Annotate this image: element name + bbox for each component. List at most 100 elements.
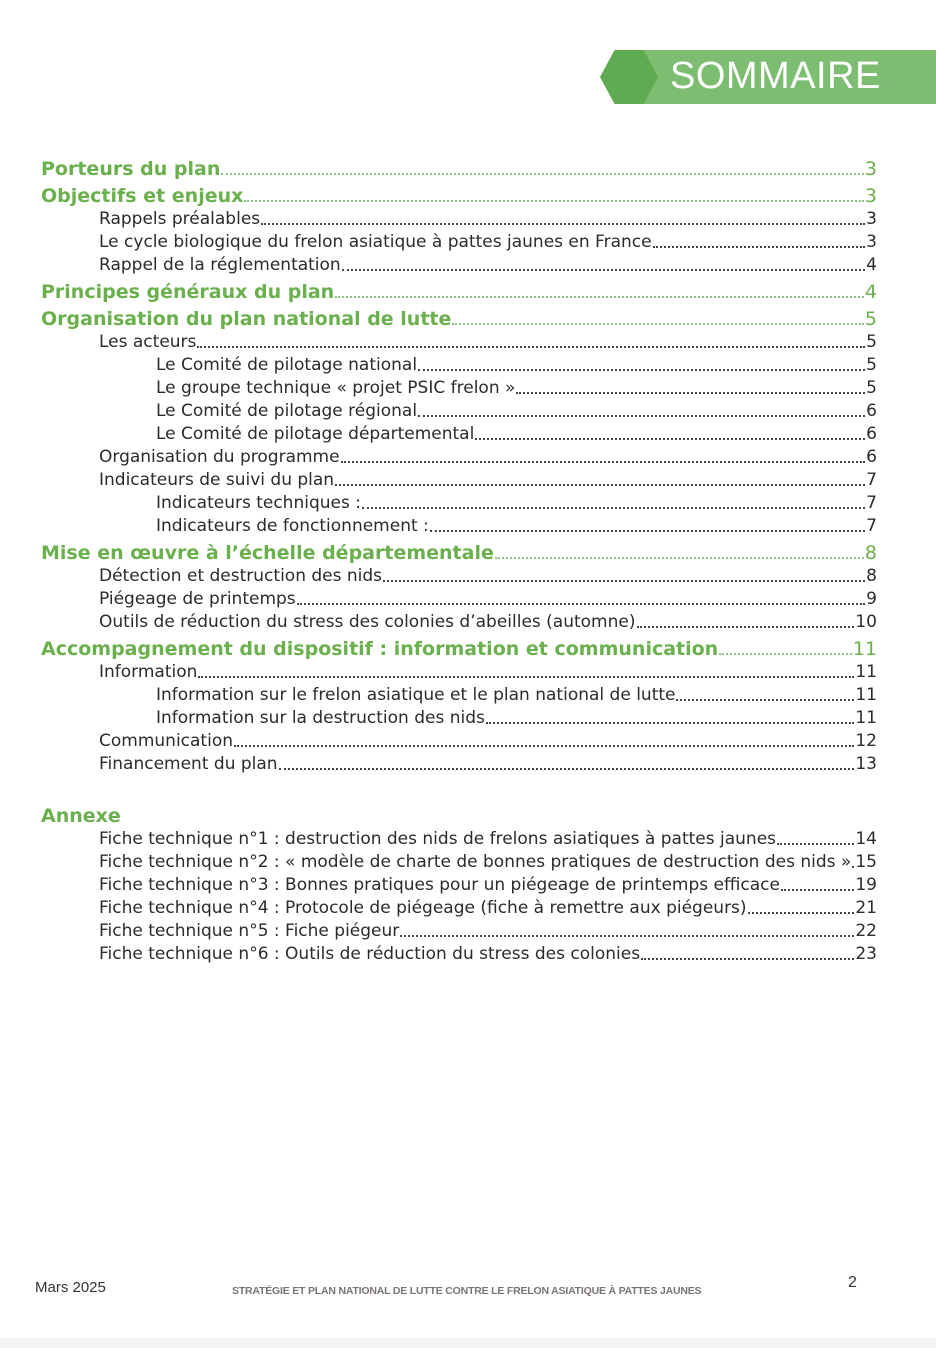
toc-entry[interactable]: Porteurs du plan 3 <box>0 152 936 179</box>
toc-entry[interactable]: Fiche technique n°2 : « modèle de charte… <box>0 849 936 872</box>
toc-entry-label: Indicateurs de suivi du plan <box>99 470 335 490</box>
toc-entry-page: 11 <box>855 708 877 728</box>
toc-entry-page: 5 <box>866 355 877 375</box>
toc-entry-page: 15 <box>855 852 877 872</box>
toc-entry[interactable]: Fiche technique n°3 : Bonnes pratiques p… <box>0 872 936 895</box>
toc-entry-label: Fiche technique n°4 : Protocole de piége… <box>99 898 747 918</box>
dot-leader <box>234 745 855 747</box>
toc-entry[interactable]: Indicateurs techniques : 7 <box>0 490 936 513</box>
dot-leader <box>516 392 866 394</box>
toc-annexe-heading: Annexe <box>0 799 936 826</box>
toc-entry[interactable]: Le Comité de pilotage national 5 <box>0 352 936 375</box>
dot-leader <box>244 200 864 202</box>
toc-entry[interactable]: Fiche technique n°6 : Outils de réductio… <box>0 941 936 964</box>
toc-entry-page: 7 <box>866 493 877 513</box>
toc-entry-label: Le Comité de pilotage régional <box>156 401 418 421</box>
toc-entry-label: Porteurs du plan <box>41 158 221 180</box>
toc-entry[interactable]: Indicateurs de suivi du plan 7 <box>0 467 936 490</box>
toc-entry-page: 3 <box>864 185 877 207</box>
dot-leader <box>485 722 855 724</box>
toc-entry-label: Rappels préalables <box>99 209 261 229</box>
toc-entry-page: 12 <box>855 731 877 751</box>
toc-entry-page: 5 <box>864 308 877 330</box>
toc-entry-label: Financement du plan <box>99 754 278 774</box>
toc-entry-label: Objectifs et enjeux <box>41 185 244 207</box>
toc-entry-label: Indicateurs techniques : <box>156 493 361 513</box>
dot-leader <box>296 603 866 605</box>
dot-leader <box>475 438 866 440</box>
toc-entry[interactable]: Principes généraux du plan 4 <box>0 275 936 302</box>
toc-entry-page: 11 <box>855 662 877 682</box>
toc-entry[interactable]: Les acteurs 5 <box>0 329 936 352</box>
toc-entry-label: Annexe <box>41 805 121 827</box>
toc-entry[interactable]: Objectifs et enjeux 3 <box>0 179 936 206</box>
toc-entry-page: 4 <box>864 281 877 303</box>
dot-leader <box>418 369 866 371</box>
dot-leader <box>641 958 855 960</box>
toc-entry-label: Information <box>99 662 198 682</box>
toc-entry[interactable]: Rappels préalables 3 <box>0 206 936 229</box>
toc-entry[interactable]: Financement du plan 13 <box>0 751 936 774</box>
toc-entry-label: Piégeage de printemps <box>99 589 296 609</box>
toc-entry[interactable]: Indicateurs de fonctionnement : 7 <box>0 513 936 536</box>
toc-entry-page: 9 <box>866 589 877 609</box>
toc-entry-label: Fiche technique n°3 : Bonnes pratiques p… <box>99 875 780 895</box>
toc-entry[interactable]: Fiche technique n°4 : Protocole de piége… <box>0 895 936 918</box>
toc-entry-page: 7 <box>866 470 877 490</box>
toc-entry-label: Le cycle biologique du frelon asiatique … <box>99 232 652 252</box>
dot-leader <box>452 323 864 325</box>
toc-entry[interactable]: Fiche technique n°1 : destruction des ni… <box>0 826 936 849</box>
toc-entry[interactable]: Rappel de la réglementation 4 <box>0 252 936 275</box>
toc-entry-page: 5 <box>866 378 877 398</box>
toc-entry[interactable]: Fiche technique n°5 : Fiche piégeur 22 <box>0 918 936 941</box>
toc-entry-label: Principes généraux du plan <box>41 281 335 303</box>
toc-entry[interactable]: Mise en œuvre à l’échelle départementale… <box>0 536 936 563</box>
toc-entry-page: 21 <box>855 898 877 918</box>
toc-entry[interactable]: Information 11 <box>0 659 936 682</box>
toc-entry-label: Détection et destruction des nids <box>99 566 383 586</box>
toc-entry-page: 3 <box>864 158 877 180</box>
toc-entry[interactable]: Communication 12 <box>0 728 936 751</box>
toc-entry[interactable]: Organisation du plan national de lutte 5 <box>0 302 936 329</box>
toc-entry-page: 5 <box>866 332 877 352</box>
toc-entry[interactable]: Information sur le frelon asiatique et l… <box>0 682 936 705</box>
dot-leader <box>719 653 852 655</box>
toc-entry[interactable]: Outils de réduction du stress des coloni… <box>0 609 936 632</box>
toc-entry-page: 13 <box>855 754 877 774</box>
toc-entry[interactable]: Le Comité de pilotage régional 6 <box>0 398 936 421</box>
toc-entry-page: 22 <box>855 921 877 941</box>
toc-entry[interactable]: Le Comité de pilotage départemental 6 <box>0 421 936 444</box>
toc-entry-label: Information sur la destruction des nids <box>156 708 485 728</box>
footer-title: STRATÉGIE ET PLAN NATIONAL DE LUTTE CONT… <box>232 1285 702 1297</box>
toc-entry[interactable]: Accompagnement du dispositif : informati… <box>0 632 936 659</box>
toc-entry[interactable]: Piégeage de printemps 9 <box>0 586 936 609</box>
dot-leader <box>400 935 855 937</box>
toc-entry-label: Rappel de la réglementation <box>99 255 341 275</box>
toc-entry-page: 3 <box>866 232 877 252</box>
toc-entry-label: Organisation du programme <box>99 447 340 467</box>
toc-entry-label: Organisation du plan national de lutte <box>41 308 452 330</box>
toc-entry-label: Fiche technique n°5 : Fiche piégeur <box>99 921 400 941</box>
toc-entry-page: 6 <box>866 401 877 421</box>
dot-leader <box>429 530 866 532</box>
dot-leader <box>361 507 866 509</box>
toc-entry[interactable]: Le groupe technique « projet PSIC frelon… <box>0 375 936 398</box>
toc-entry[interactable]: Information sur la destruction des nids 1… <box>0 705 936 728</box>
page-title: SOMMAIRE <box>670 55 881 97</box>
toc-entry-label: Fiche technique n°6 : Outils de réductio… <box>99 944 641 964</box>
toc-entry-label: Mise en œuvre à l’échelle départementale <box>41 542 494 564</box>
dot-leader <box>198 676 855 678</box>
toc-entry-page: 23 <box>855 944 877 964</box>
toc-entry[interactable]: Organisation du programme 6 <box>0 444 936 467</box>
footer-date: Mars 2025 <box>35 1279 106 1296</box>
page-bottom-edge <box>0 1338 936 1348</box>
toc-entry[interactable]: Le cycle biologique du frelon asiatique … <box>0 229 936 252</box>
dot-leader <box>197 346 866 348</box>
dot-leader <box>852 866 855 868</box>
toc-entry-page: 7 <box>866 516 877 536</box>
toc-entry-label: Communication <box>99 731 233 751</box>
toc-entry-label: Outils de réduction du stress des coloni… <box>99 612 636 632</box>
toc-entry[interactable]: Détection et destruction des nids 8 <box>0 563 936 586</box>
toc-entry-label: Le Comité de pilotage départemental <box>156 424 475 444</box>
toc-entry-page: 4 <box>866 255 877 275</box>
